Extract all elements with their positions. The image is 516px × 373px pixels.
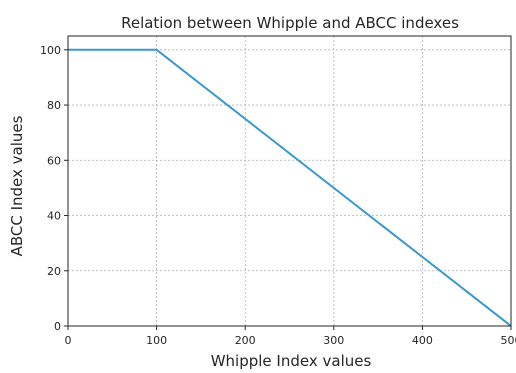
y-tick-label: 40 bbox=[47, 210, 61, 223]
y-tick-label: 100 bbox=[40, 44, 61, 57]
plot-frame bbox=[68, 36, 511, 326]
y-tick-label: 20 bbox=[47, 265, 61, 278]
y-tick-label: 80 bbox=[47, 99, 61, 112]
x-tick-label: 200 bbox=[235, 334, 256, 347]
y-tick-label: 60 bbox=[47, 154, 61, 167]
x-tick-label: 100 bbox=[146, 334, 167, 347]
series-layer bbox=[68, 50, 511, 326]
chart-title: Relation between Whipple and ABCC indexe… bbox=[121, 14, 459, 32]
x-tick-label: 500 bbox=[501, 334, 516, 347]
x-tick-label: 400 bbox=[412, 334, 433, 347]
grid bbox=[68, 36, 511, 326]
series-line bbox=[68, 50, 511, 326]
x-axis-title: Whipple Index values bbox=[211, 352, 372, 369]
x-tick-label: 0 bbox=[65, 334, 72, 347]
y-axis-title: ABCC Index values bbox=[8, 115, 26, 256]
axes: 0 100 200 300 400 500 0 20 40 60 80 100 bbox=[40, 36, 516, 347]
y-tick-label: 0 bbox=[54, 320, 61, 333]
x-tick-label: 300 bbox=[323, 334, 344, 347]
